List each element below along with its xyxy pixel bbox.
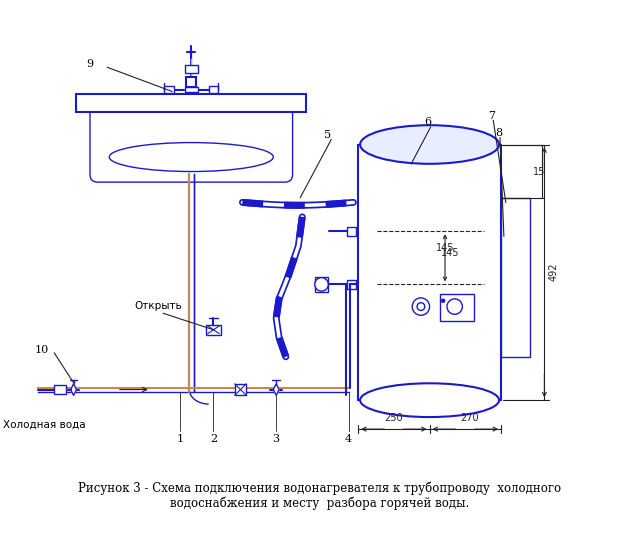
Text: 5: 5 [324, 130, 331, 140]
Text: 4: 4 [345, 434, 352, 444]
Text: водоснабжения и месту  разбора горячей воды.: водоснабжения и месту разбора горячей во… [170, 497, 469, 510]
Polygon shape [273, 384, 279, 396]
Bar [235, 384, 246, 396]
Text: 145: 145 [441, 248, 459, 258]
Bar [206, 325, 221, 334]
Polygon shape [71, 384, 76, 396]
Text: 250: 250 [384, 413, 403, 423]
Text: 3: 3 [273, 434, 280, 444]
Text: 1: 1 [176, 434, 184, 444]
FancyBboxPatch shape [90, 104, 293, 182]
Bar [358, 145, 501, 400]
Text: Открыть: Открыть [135, 301, 182, 311]
Bar [164, 86, 174, 93]
Circle shape [447, 299, 463, 314]
Text: Рисунок 3 - Схема подключения водонагревателя к трубопроводу  холодного: Рисунок 3 - Схема подключения водонагрев… [78, 481, 561, 495]
Circle shape [315, 278, 328, 291]
Bar [209, 86, 218, 93]
Text: 10: 10 [35, 345, 49, 355]
Text: Холодная вода: Холодная вода [3, 419, 86, 429]
Bar [187, 77, 196, 87]
Text: 15: 15 [533, 167, 545, 176]
Bar [347, 227, 356, 236]
Bar [185, 65, 198, 73]
Ellipse shape [109, 143, 273, 172]
Circle shape [412, 298, 430, 315]
Text: 8: 8 [495, 128, 503, 138]
Bar [76, 94, 306, 111]
Ellipse shape [360, 383, 499, 417]
Circle shape [441, 299, 445, 303]
Bar [185, 87, 198, 92]
Text: 7: 7 [488, 110, 495, 121]
Bar [55, 385, 66, 394]
Bar [501, 198, 530, 357]
Bar [347, 280, 356, 289]
Text: 9: 9 [86, 59, 94, 70]
Ellipse shape [360, 125, 499, 164]
Text: 2: 2 [210, 434, 217, 444]
Bar [315, 277, 328, 292]
Text: 6: 6 [424, 117, 432, 128]
Circle shape [417, 303, 425, 310]
Text: 145: 145 [436, 243, 454, 253]
Bar [440, 294, 474, 321]
Text: 270: 270 [460, 413, 479, 423]
Text: 492: 492 [548, 263, 558, 281]
